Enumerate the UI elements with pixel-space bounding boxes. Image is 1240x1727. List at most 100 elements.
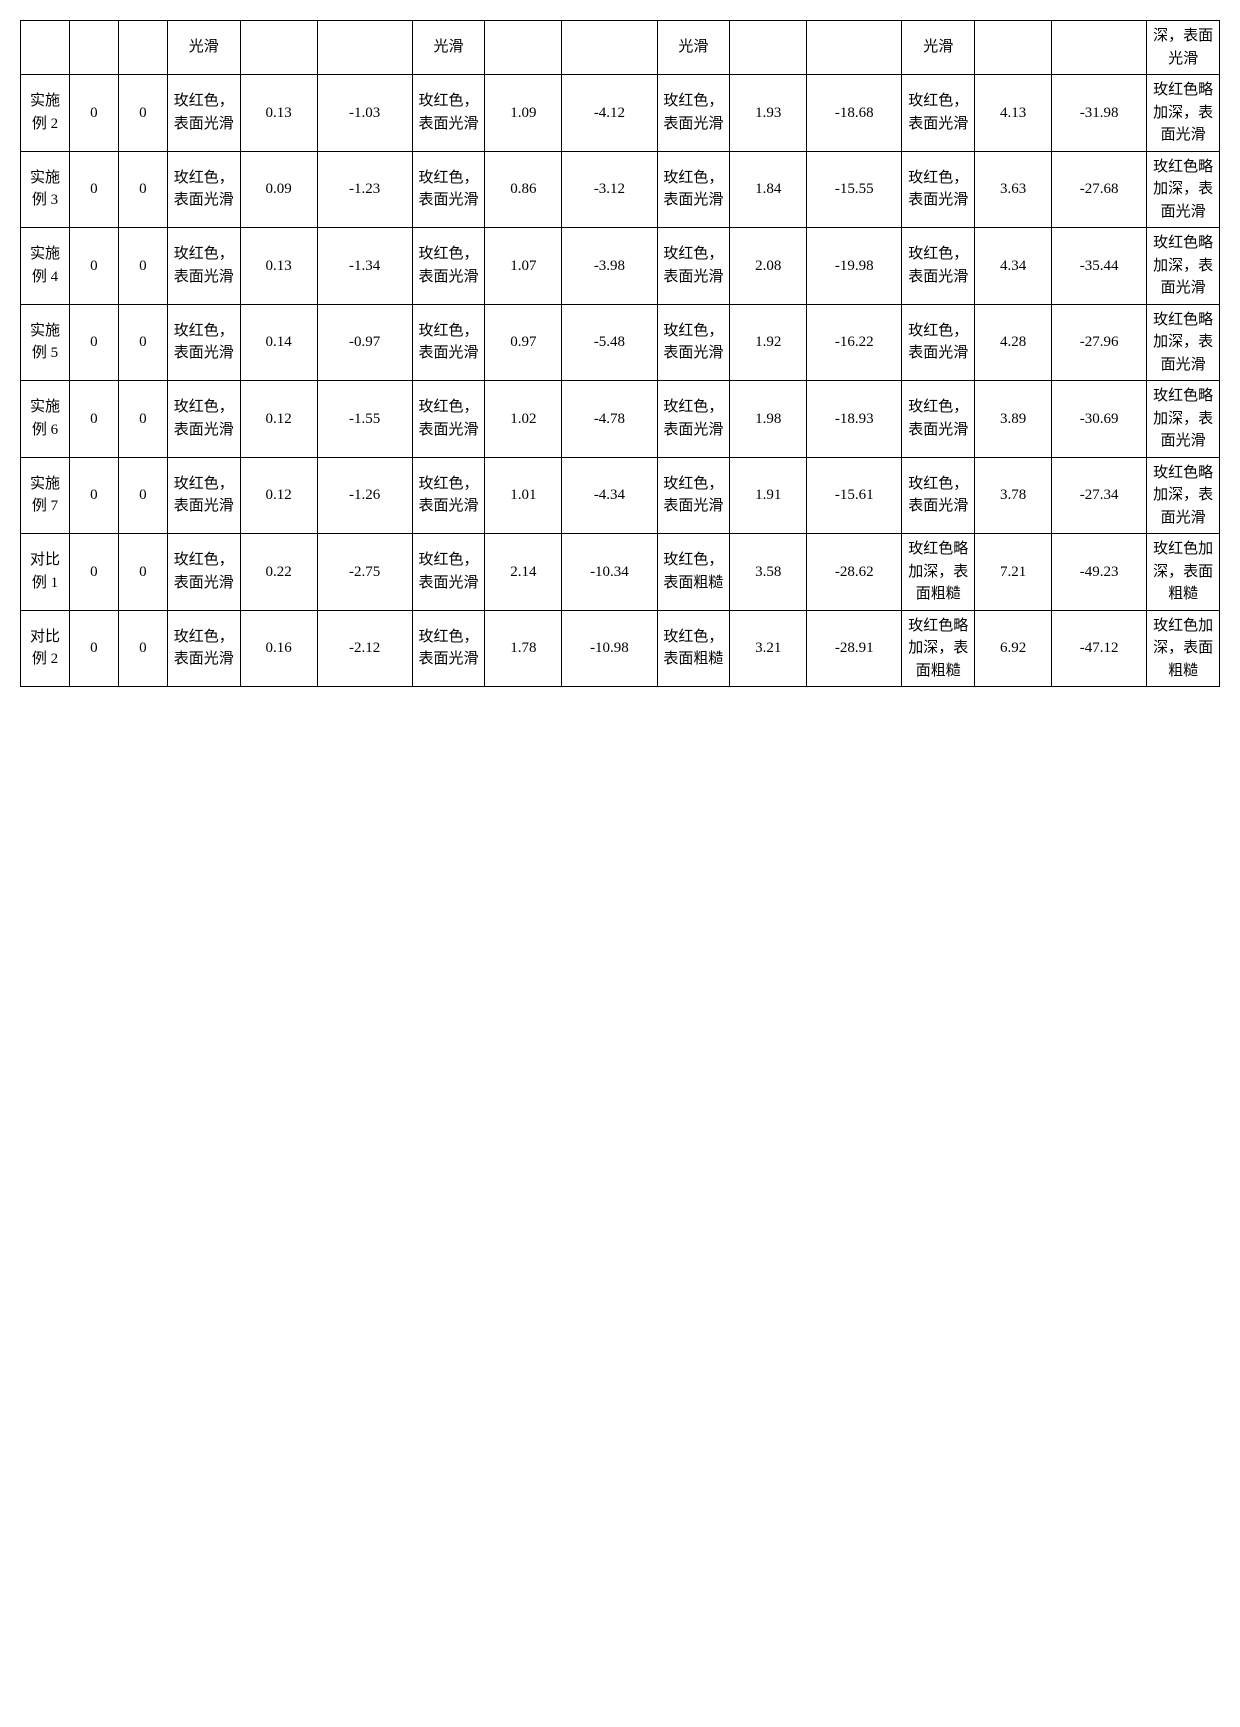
table-cell: 玫红色，表面粗糙 [657, 610, 730, 687]
table-cell: 0.86 [485, 151, 562, 228]
table-cell: -1.55 [317, 381, 412, 458]
table-cell: 玫红色，表面粗糙 [657, 534, 730, 611]
table-cell: -3.12 [562, 151, 657, 228]
table-cell: 0 [69, 534, 118, 611]
table-cell: 玫红色，表面光滑 [167, 304, 240, 381]
table-cell: 1.92 [730, 304, 807, 381]
table-cell: -1.26 [317, 457, 412, 534]
table-cell: 玫红色，表面光滑 [412, 304, 485, 381]
table-cell: 玫红色，表面光滑 [657, 457, 730, 534]
table-cell: 0.16 [240, 610, 317, 687]
table-cell: 玫红色略加深，表面粗糙 [902, 534, 975, 611]
table-cell: 2.14 [485, 534, 562, 611]
table-cell: 玫红色，表面光滑 [657, 304, 730, 381]
table-cell: 玫红色，表面光滑 [902, 457, 975, 534]
table-cell: 1.01 [485, 457, 562, 534]
table-cell: -35.44 [1052, 228, 1147, 305]
table-cell: 玫红色，表面光滑 [167, 151, 240, 228]
table-cell [69, 21, 118, 75]
table-row: 实施例 400玫红色，表面光滑0.13-1.34玫红色，表面光滑1.07-3.9… [21, 228, 1220, 305]
table-cell: -27.96 [1052, 304, 1147, 381]
table-cell: 玫红色，表面光滑 [902, 228, 975, 305]
table-cell: 3.63 [975, 151, 1052, 228]
table-cell: 玫红色，表面光滑 [412, 75, 485, 152]
table-cell: 0 [118, 534, 167, 611]
table-cell: 6.92 [975, 610, 1052, 687]
table-cell: 1.84 [730, 151, 807, 228]
table-cell: 0 [69, 381, 118, 458]
table-cell: 玫红色，表面光滑 [167, 457, 240, 534]
table-row: 实施例 500玫红色，表面光滑0.14-0.97玫红色，表面光滑0.97-5.4… [21, 304, 1220, 381]
table-cell: 深，表面光滑 [1147, 21, 1220, 75]
table-cell: 0 [118, 75, 167, 152]
table-row: 实施例 200玫红色，表面光滑0.13-1.03玫红色，表面光滑1.09-4.1… [21, 75, 1220, 152]
table-cell: 玫红色，表面光滑 [412, 228, 485, 305]
table-cell: -4.78 [562, 381, 657, 458]
data-table: 光滑光滑光滑光滑深，表面光滑实施例 200玫红色，表面光滑0.13-1.03玫红… [20, 20, 1220, 687]
table-cell: -18.93 [807, 381, 902, 458]
table-cell: 玫红色略加深，表面光滑 [1147, 304, 1220, 381]
table-cell: 实施例 3 [21, 151, 70, 228]
table-cell: 玫红色，表面光滑 [412, 151, 485, 228]
table-cell: 实施例 4 [21, 228, 70, 305]
table-cell: 光滑 [657, 21, 730, 75]
table-cell [118, 21, 167, 75]
table-cell: 3.21 [730, 610, 807, 687]
table-cell: -49.23 [1052, 534, 1147, 611]
table-cell: 1.98 [730, 381, 807, 458]
table-cell: -31.98 [1052, 75, 1147, 152]
table-cell: 光滑 [412, 21, 485, 75]
table-row: 实施例 700玫红色，表面光滑0.12-1.26玫红色，表面光滑1.01-4.3… [21, 457, 1220, 534]
table-cell: 0 [69, 304, 118, 381]
table-cell: 实施例 5 [21, 304, 70, 381]
table-cell: -15.55 [807, 151, 902, 228]
table-cell: 0 [118, 228, 167, 305]
table-cell: -28.62 [807, 534, 902, 611]
table-cell: 对比例 2 [21, 610, 70, 687]
table-cell: -2.75 [317, 534, 412, 611]
table-cell: 玫红色，表面光滑 [412, 457, 485, 534]
table-cell: 1.02 [485, 381, 562, 458]
table-cell: -47.12 [1052, 610, 1147, 687]
table-cell: 玫红色，表面光滑 [167, 381, 240, 458]
table-cell: 光滑 [902, 21, 975, 75]
table-cell: -2.12 [317, 610, 412, 687]
table-cell: 玫红色，表面光滑 [902, 304, 975, 381]
table-cell: 玫红色，表面光滑 [657, 151, 730, 228]
table-row: 对比例 200玫红色，表面光滑0.16-2.12玫红色，表面光滑1.78-10.… [21, 610, 1220, 687]
table-cell: -27.34 [1052, 457, 1147, 534]
table-cell: 实施例 7 [21, 457, 70, 534]
table-cell: -16.22 [807, 304, 902, 381]
table-row: 对比例 100玫红色，表面光滑0.22-2.75玫红色，表面光滑2.14-10.… [21, 534, 1220, 611]
table-cell: 玫红色，表面光滑 [167, 75, 240, 152]
table-cell: 对比例 1 [21, 534, 70, 611]
table-cell: 玫红色，表面光滑 [902, 151, 975, 228]
table-cell: 1.93 [730, 75, 807, 152]
table-cell: 玫红色略加深，表面光滑 [1147, 75, 1220, 152]
table-cell: 3.78 [975, 457, 1052, 534]
table-cell: -28.91 [807, 610, 902, 687]
table-cell: 光滑 [167, 21, 240, 75]
table-cell: 4.34 [975, 228, 1052, 305]
table-cell: 玫红色略加深，表面光滑 [1147, 457, 1220, 534]
table-cell: 0.12 [240, 381, 317, 458]
table-cell: 1.78 [485, 610, 562, 687]
table-cell: 4.28 [975, 304, 1052, 381]
table-cell: 3.89 [975, 381, 1052, 458]
table-cell: 0 [118, 381, 167, 458]
table-cell: 1.09 [485, 75, 562, 152]
table-cell: 实施例 2 [21, 75, 70, 152]
table-cell: 玫红色，表面光滑 [657, 228, 730, 305]
table-cell: -1.03 [317, 75, 412, 152]
table-cell: 7.21 [975, 534, 1052, 611]
table-cell: 玫红色略加深，表面粗糙 [902, 610, 975, 687]
table-cell: 0 [118, 304, 167, 381]
table-cell: 1.91 [730, 457, 807, 534]
table-cell [317, 21, 412, 75]
table-cell: 玫红色，表面光滑 [657, 381, 730, 458]
table-cell: -1.23 [317, 151, 412, 228]
table-cell: -27.68 [1052, 151, 1147, 228]
table-cell: 0.22 [240, 534, 317, 611]
table-cell: 0.97 [485, 304, 562, 381]
table-cell: -10.98 [562, 610, 657, 687]
